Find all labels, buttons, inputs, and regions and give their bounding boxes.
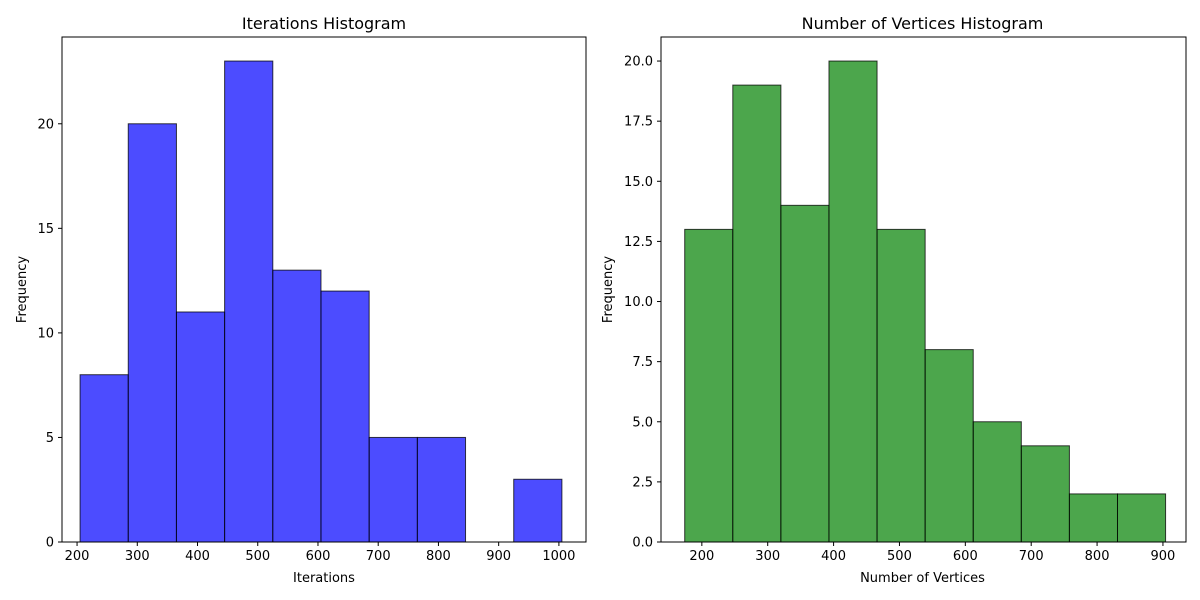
histogram-bar — [320, 290, 370, 543]
x-tick-label: 400 — [821, 549, 846, 564]
x-tick-label: 900 — [1151, 549, 1176, 564]
y-tick-label: 15 — [37, 222, 54, 237]
y-tick-label: 10 — [37, 326, 54, 341]
y-tick-label: 17.5 — [624, 115, 653, 130]
x-tick-label: 300 — [755, 549, 780, 564]
iterations-histogram-panel: Iterations Histogram 200 300 400 500 600 700 8… — [15, 14, 587, 586]
histogram-bar — [127, 123, 177, 543]
histogram-bar — [972, 421, 1022, 543]
axis-ticks: 200 300 400 500 600 700 800 900 1000 0 5 10 15 20 — [37, 117, 575, 564]
x-tick-label: 300 — [125, 549, 150, 564]
vertices-histogram-panel: Number of Vertices Histogram 200 300 400 50… — [601, 14, 1187, 586]
histogram-bar — [876, 228, 926, 543]
histogram-bar — [924, 349, 974, 543]
y-tick-label: 12.5 — [624, 235, 653, 250]
x-tick-label: 400 — [185, 549, 210, 564]
x-tick-label: 200 — [65, 549, 90, 564]
y-tick-label: 20 — [37, 117, 54, 132]
histogram-bar — [79, 374, 129, 543]
y-tick-label: 2.5 — [632, 475, 653, 490]
histogram-bar — [1116, 493, 1167, 543]
chart-title: Iterations Histogram — [242, 14, 406, 33]
histogram-bar — [368, 436, 418, 543]
histogram-bar — [780, 204, 830, 543]
y-tick-label: 15.0 — [624, 175, 653, 190]
histogram-bar — [828, 60, 878, 543]
x-axis-label: Number of Vertices — [860, 571, 985, 586]
y-tick-label: 20.0 — [624, 55, 653, 70]
plot-frame — [660, 36, 1187, 543]
x-tick-label: 500 — [245, 549, 270, 564]
y-tick-label: 0 — [46, 536, 54, 551]
y-tick-label: 10.0 — [624, 295, 653, 310]
histogram-bar — [1020, 445, 1070, 543]
histogram-bar — [1068, 493, 1118, 543]
y-tick-label: 7.5 — [632, 355, 653, 370]
histogram-bar — [513, 478, 563, 543]
x-tick-label: 1000 — [542, 549, 575, 564]
y-axis-label: Frequency — [601, 256, 616, 323]
y-tick-label: 5.0 — [632, 415, 653, 430]
x-tick-label: 700 — [1019, 549, 1044, 564]
x-tick-label: 900 — [486, 549, 511, 564]
y-tick-label: 0.0 — [632, 536, 653, 551]
x-tick-label: 800 — [426, 549, 451, 564]
chart-title: Number of Vertices Histogram — [802, 14, 1044, 33]
histogram-bar — [175, 311, 226, 543]
x-tick-label: 700 — [366, 549, 391, 564]
plot-frame — [61, 36, 587, 543]
histogram-bar — [732, 84, 782, 543]
y-tick-label: 5 — [46, 431, 54, 446]
x-tick-label: 200 — [689, 549, 714, 564]
x-tick-label: 600 — [953, 549, 978, 564]
histogram-bar — [416, 436, 467, 543]
x-tick-label: 600 — [306, 549, 331, 564]
bars — [684, 60, 1167, 543]
bars — [79, 60, 563, 543]
x-tick-label: 800 — [1085, 549, 1110, 564]
x-axis-label: Iterations — [293, 571, 355, 586]
histogram-bar — [224, 60, 274, 543]
x-tick-label: 500 — [887, 549, 912, 564]
histogram-bar — [684, 228, 734, 543]
y-axis-label: Frequency — [15, 256, 30, 323]
histogram-bar — [272, 269, 322, 543]
axis-ticks: 200 300 400 500 600 700 800 900 0.0 2.5 5.0 7.5 10.0… — [624, 55, 1175, 564]
